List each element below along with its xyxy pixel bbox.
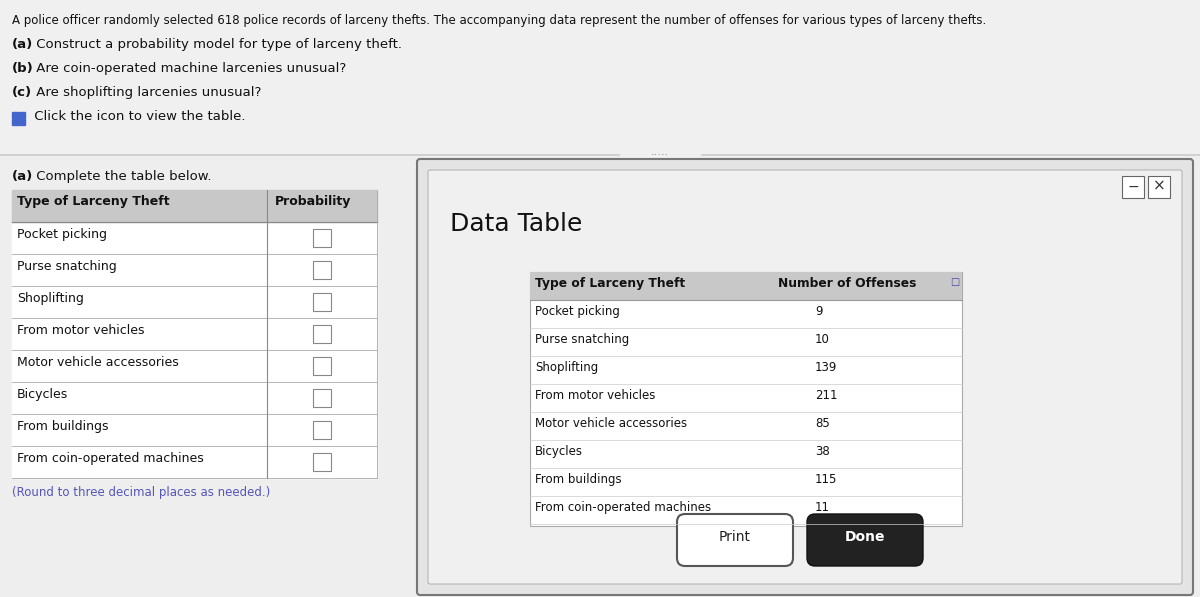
Text: From buildings: From buildings <box>17 420 108 433</box>
Text: ×: × <box>1153 179 1165 194</box>
Bar <box>313 325 331 343</box>
Text: Construct a probability model for type of larceny theft.: Construct a probability model for type o… <box>32 38 402 51</box>
Bar <box>1148 176 1170 198</box>
Bar <box>620 149 700 167</box>
Text: (b): (b) <box>12 62 34 75</box>
Text: (a): (a) <box>12 38 34 51</box>
Text: From coin-operated machines: From coin-operated machines <box>535 501 712 514</box>
Bar <box>313 261 331 279</box>
Bar <box>12 286 377 318</box>
Text: 38: 38 <box>815 445 829 458</box>
Bar <box>313 421 331 439</box>
Bar <box>313 357 331 375</box>
Text: Type of Larceny Theft: Type of Larceny Theft <box>535 277 685 290</box>
Text: Purse snatching: Purse snatching <box>535 333 629 346</box>
Text: 9: 9 <box>815 305 822 318</box>
Text: Number of Offenses: Number of Offenses <box>778 277 917 290</box>
Bar <box>313 293 331 311</box>
Text: Print: Print <box>719 530 751 544</box>
FancyBboxPatch shape <box>808 514 923 566</box>
Bar <box>12 318 377 350</box>
Bar <box>12 112 18 118</box>
Text: From buildings: From buildings <box>535 473 622 486</box>
FancyBboxPatch shape <box>418 159 1193 595</box>
Text: Data Table: Data Table <box>450 212 582 236</box>
Text: Done: Done <box>845 530 886 544</box>
Bar <box>0 0 1200 155</box>
Bar <box>313 389 331 407</box>
Bar <box>12 414 377 446</box>
Bar <box>530 272 962 300</box>
Text: Pocket picking: Pocket picking <box>17 228 107 241</box>
Text: (c): (c) <box>12 86 32 99</box>
Text: Motor vehicle accessories: Motor vehicle accessories <box>535 417 688 430</box>
Bar <box>19 112 25 118</box>
Text: Pocket picking: Pocket picking <box>535 305 620 318</box>
Bar <box>0 155 1200 597</box>
Bar <box>313 453 331 471</box>
Text: Probability: Probability <box>275 195 352 208</box>
Bar <box>12 350 377 382</box>
Text: From motor vehicles: From motor vehicles <box>17 324 144 337</box>
Text: Bicycles: Bicycles <box>535 445 583 458</box>
Bar <box>19 119 25 125</box>
Text: (Round to three decimal places as needed.): (Round to three decimal places as needed… <box>12 486 270 499</box>
Bar <box>12 446 377 478</box>
Text: □: □ <box>950 277 959 287</box>
Bar <box>12 254 377 286</box>
Text: Shoplifting: Shoplifting <box>17 292 84 305</box>
Text: 211: 211 <box>815 389 838 402</box>
Text: (a): (a) <box>12 170 34 183</box>
Text: Bicycles: Bicycles <box>17 388 68 401</box>
Text: A police officer randomly selected 618 police records of larceny thefts. The acc: A police officer randomly selected 618 p… <box>12 14 986 27</box>
Bar <box>530 272 962 526</box>
Bar <box>12 382 377 414</box>
FancyBboxPatch shape <box>677 514 793 566</box>
Text: −: − <box>1127 180 1139 194</box>
Text: Are coin-operated machine larcenies unusual?: Are coin-operated machine larcenies unus… <box>32 62 347 75</box>
Bar <box>12 222 377 254</box>
Text: Type of Larceny Theft: Type of Larceny Theft <box>17 195 169 208</box>
Text: 139: 139 <box>815 361 838 374</box>
Text: 115: 115 <box>815 473 838 486</box>
Text: .....: ..... <box>650 147 670 157</box>
Text: 85: 85 <box>815 417 829 430</box>
Text: From motor vehicles: From motor vehicles <box>535 389 655 402</box>
Text: From coin-operated machines: From coin-operated machines <box>17 452 204 465</box>
Bar <box>313 229 331 247</box>
Text: Shoplifting: Shoplifting <box>535 361 599 374</box>
Text: Are shoplifting larcenies unusual?: Are shoplifting larcenies unusual? <box>32 86 262 99</box>
Bar <box>1122 176 1144 198</box>
Text: Click the icon to view the table.: Click the icon to view the table. <box>30 110 246 123</box>
FancyBboxPatch shape <box>428 170 1182 584</box>
Text: Complete the table below.: Complete the table below. <box>32 170 211 183</box>
Text: Purse snatching: Purse snatching <box>17 260 116 273</box>
Bar <box>12 119 18 125</box>
Text: 11: 11 <box>815 501 830 514</box>
Text: Motor vehicle accessories: Motor vehicle accessories <box>17 356 179 369</box>
Text: 10: 10 <box>815 333 830 346</box>
Bar <box>12 190 377 222</box>
